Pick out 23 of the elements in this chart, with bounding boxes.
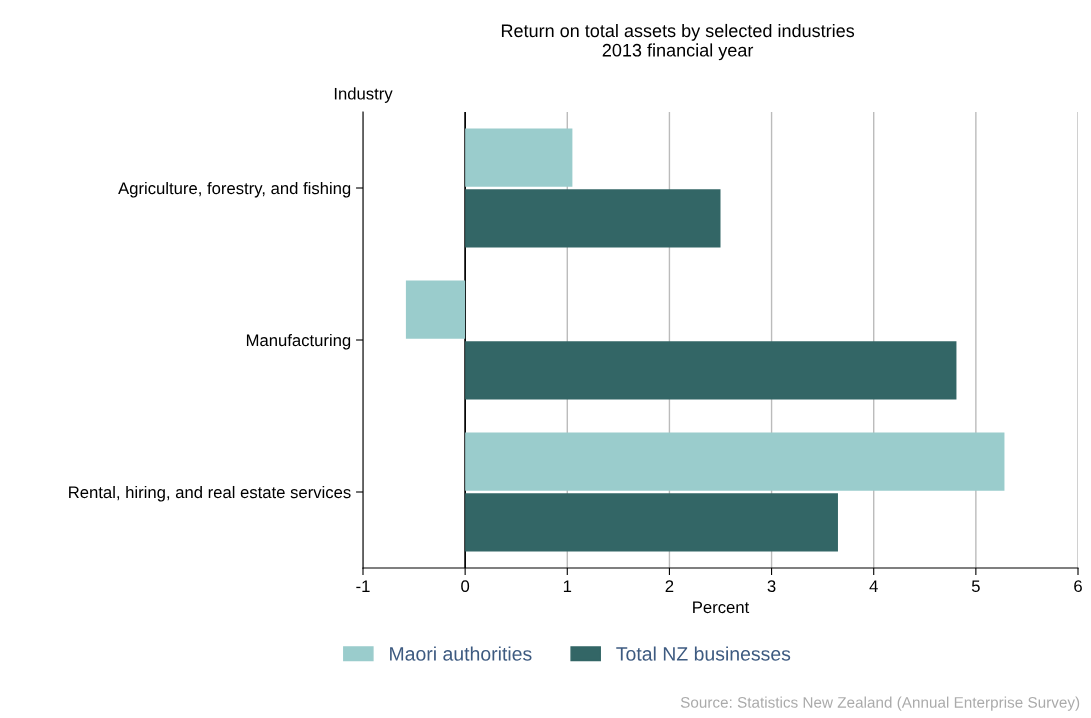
x-tick-label: 6 bbox=[1074, 580, 1082, 593]
x-tick-label: -1 bbox=[356, 580, 370, 592]
legend-label: Total NZ businesses bbox=[616, 646, 791, 661]
x-tick-label: 2 bbox=[665, 580, 674, 592]
x-tick-label: 5 bbox=[971, 580, 980, 593]
y-axis-title: Industry bbox=[334, 87, 393, 103]
bar bbox=[465, 493, 838, 552]
x-tick-label: 0 bbox=[461, 580, 470, 593]
x-tick-label: 3 bbox=[767, 580, 776, 593]
x-tick-label: 4 bbox=[869, 580, 878, 592]
y-tick-label: Agriculture, forestry, and fishing bbox=[118, 181, 351, 198]
bar bbox=[465, 432, 1005, 491]
bar bbox=[465, 189, 721, 248]
bar bbox=[465, 341, 957, 400]
chart-title: Return on total assets by selected industries 2013 financial year bbox=[501, 23, 855, 61]
x-axis-title: Percent bbox=[693, 601, 750, 614]
bar bbox=[465, 128, 573, 187]
bar bbox=[405, 280, 466, 339]
x-tick-label: 1 bbox=[563, 580, 572, 592]
legend-label: Maori authorities bbox=[390, 646, 532, 661]
y-tick-label: Manufacturing bbox=[246, 333, 351, 350]
y-tick-label: Rental, hiring, and real estate services bbox=[69, 485, 351, 502]
source-note: Source: Statistics New Zealand (Annual Enterprise Survey) bbox=[680, 696, 1080, 711]
